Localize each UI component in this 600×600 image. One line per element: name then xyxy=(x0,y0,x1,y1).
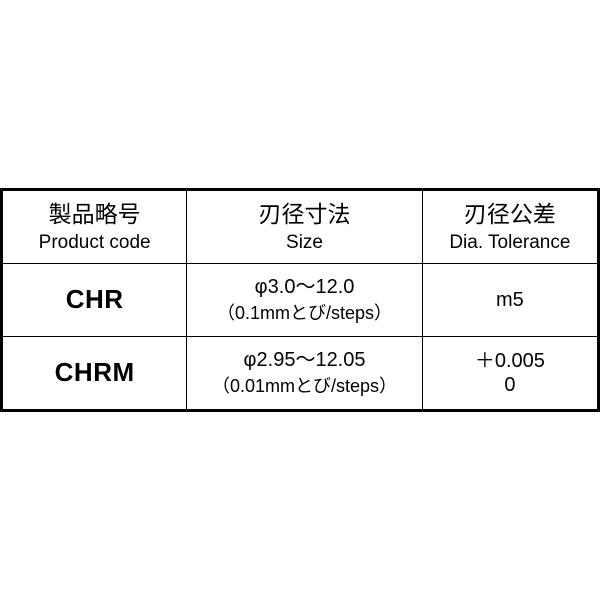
product-code: CHR xyxy=(66,284,124,314)
tolerance-lower: 0 xyxy=(504,374,515,396)
header-cell-tol: 刃径公差 Dia. Tolerance xyxy=(422,190,598,264)
tolerance-stack: ＋0.005 0 xyxy=(475,349,545,397)
table-row: CHRM φ2.95～12.05 （0.01mmとび/steps） ＋0.005… xyxy=(2,337,599,411)
size-step: （0.1mmとび/steps） xyxy=(197,301,411,325)
cell-size: φ2.95～12.05 （0.01mmとび/steps） xyxy=(187,337,422,411)
size-range: φ2.95～12.05 xyxy=(197,347,411,374)
header-cell-size: 刃径寸法 Size xyxy=(187,190,422,264)
size-range: φ3.0～12.0 xyxy=(197,274,411,301)
size-step: （0.01mmとび/steps） xyxy=(197,374,411,398)
header-tol-jp: 刃径公差 xyxy=(433,199,587,230)
cell-tol: ＋0.005 0 xyxy=(422,337,598,411)
header-code-jp: 製品略号 xyxy=(13,199,176,230)
header-tol-en: Dia. Tolerance xyxy=(433,230,587,256)
header-size-en: Size xyxy=(197,230,411,256)
cell-code: CHRM xyxy=(2,337,187,411)
table-row: CHR φ3.0～12.0 （0.1mmとび/steps） m5 xyxy=(2,264,599,337)
header-code-en: Product code xyxy=(13,230,176,256)
product-code: CHRM xyxy=(55,357,135,387)
header-size-jp: 刃径寸法 xyxy=(197,199,411,230)
page-container: 製品略号 Product code 刃径寸法 Size 刃径公差 Dia. To… xyxy=(0,0,600,600)
cell-tol: m5 xyxy=(422,264,598,337)
header-cell-code: 製品略号 Product code xyxy=(2,190,187,264)
spec-table: 製品略号 Product code 刃径寸法 Size 刃径公差 Dia. To… xyxy=(0,188,600,412)
tolerance-value: m5 xyxy=(433,287,587,314)
tolerance-upper: ＋0.005 xyxy=(475,350,545,372)
cell-code: CHR xyxy=(2,264,187,337)
table-header-row: 製品略号 Product code 刃径寸法 Size 刃径公差 Dia. To… xyxy=(2,190,599,264)
cell-size: φ3.0～12.0 （0.1mmとび/steps） xyxy=(187,264,422,337)
